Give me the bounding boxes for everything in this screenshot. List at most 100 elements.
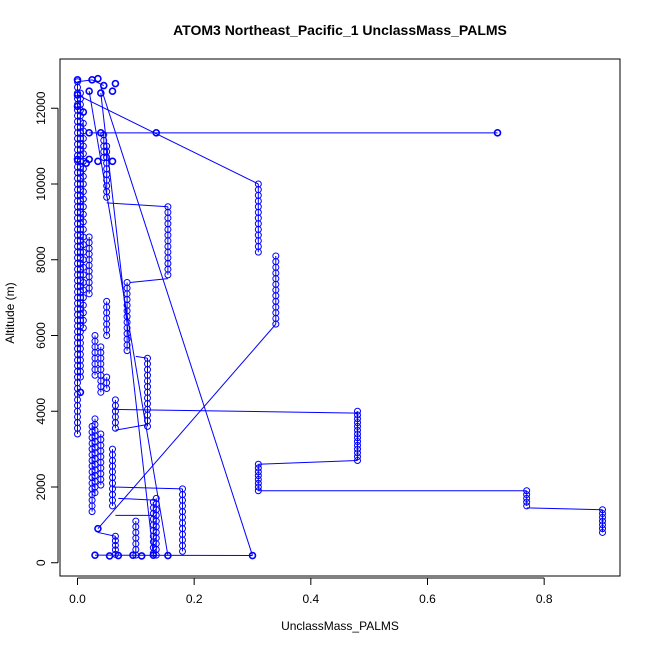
data-point bbox=[111, 532, 119, 540]
data-point bbox=[105, 552, 114, 560]
data-point bbox=[85, 290, 93, 298]
x-tick-label: 0.4 bbox=[302, 592, 319, 606]
data-point bbox=[79, 210, 87, 218]
plot-frame bbox=[59, 58, 621, 577]
data-point bbox=[79, 150, 87, 158]
data-point bbox=[179, 547, 186, 555]
y-tick-label: 12000 bbox=[34, 91, 48, 125]
data-point bbox=[79, 135, 87, 143]
data-point bbox=[79, 294, 87, 302]
data-point bbox=[354, 430, 361, 438]
data-point bbox=[79, 301, 87, 309]
data-point bbox=[88, 508, 96, 516]
data-point bbox=[73, 102, 82, 111]
data-point bbox=[493, 129, 502, 137]
data-point bbox=[354, 441, 361, 449]
series-connector-line bbox=[106, 202, 168, 208]
x-tick-label: 0.2 bbox=[186, 592, 203, 606]
data-point bbox=[272, 320, 280, 328]
data-point bbox=[97, 388, 105, 396]
data-point bbox=[97, 481, 105, 489]
y-axis: 0 2000 4000 6000 8000 10000 12000 bbox=[34, 91, 59, 566]
y-tick-label: 0 bbox=[34, 559, 48, 566]
data-point bbox=[73, 155, 82, 164]
data-point bbox=[79, 324, 87, 332]
data-point bbox=[76, 388, 85, 397]
data-point bbox=[111, 424, 119, 432]
y-tick-label: 8000 bbox=[34, 246, 48, 273]
series-connector-line bbox=[115, 424, 148, 431]
data-point bbox=[111, 546, 119, 554]
data-point bbox=[599, 506, 606, 514]
data-point bbox=[523, 487, 531, 495]
data-point bbox=[108, 87, 117, 95]
data-point bbox=[599, 521, 606, 529]
data-point bbox=[79, 172, 87, 180]
data-point bbox=[254, 487, 262, 495]
data-point bbox=[79, 309, 87, 317]
series-connector-line bbox=[91, 79, 104, 86]
data-point bbox=[94, 74, 102, 83]
data-point bbox=[103, 193, 111, 201]
data-point bbox=[79, 180, 87, 188]
data-point bbox=[111, 541, 119, 549]
series-connector-line bbox=[258, 459, 358, 465]
data-point bbox=[73, 76, 82, 84]
data-point bbox=[85, 129, 93, 137]
data-point bbox=[254, 460, 262, 468]
data-point bbox=[152, 129, 161, 137]
data-point bbox=[354, 456, 361, 464]
data-point bbox=[152, 551, 160, 559]
data-point bbox=[79, 203, 87, 211]
data-point bbox=[354, 415, 361, 423]
data-point bbox=[354, 434, 361, 442]
series-connector-line bbox=[112, 486, 183, 490]
data-point bbox=[79, 119, 87, 127]
data-point bbox=[97, 129, 105, 137]
data-point bbox=[111, 537, 119, 545]
data-point bbox=[254, 472, 262, 480]
y-tick-label: 6000 bbox=[34, 322, 48, 349]
series-connector-line bbox=[129, 278, 168, 283]
data-point bbox=[354, 449, 361, 457]
data-point bbox=[108, 157, 117, 166]
x-tick-label: 0.0 bbox=[69, 592, 86, 606]
data-point bbox=[354, 426, 361, 434]
data-point bbox=[523, 498, 531, 506]
data-point bbox=[354, 407, 361, 415]
data-point bbox=[79, 165, 87, 173]
data-point bbox=[109, 502, 116, 510]
data-point bbox=[79, 142, 87, 150]
data-point bbox=[103, 331, 111, 339]
data-point bbox=[523, 491, 531, 499]
data-point bbox=[254, 468, 262, 476]
data-point bbox=[137, 552, 146, 560]
data-point bbox=[164, 551, 172, 560]
data-point bbox=[254, 248, 262, 256]
data-point bbox=[111, 79, 120, 88]
y-tick-label: 10000 bbox=[34, 167, 48, 201]
data-point bbox=[599, 517, 606, 525]
data-point bbox=[79, 218, 87, 226]
data-point bbox=[254, 475, 262, 483]
data-point bbox=[79, 195, 87, 203]
data-point bbox=[82, 159, 91, 167]
data-point bbox=[74, 430, 81, 438]
series-points bbox=[73, 74, 606, 560]
series-connector-line bbox=[88, 91, 169, 556]
x-tick-label: 0.6 bbox=[419, 592, 436, 606]
data-point bbox=[114, 551, 123, 560]
data-point bbox=[354, 445, 361, 453]
chart-title: ATOM3 Northeast_Pacific_1 UnclassMass_PA… bbox=[173, 22, 507, 38]
data-point bbox=[76, 373, 84, 381]
y-axis-label: Altitude (m) bbox=[3, 282, 17, 343]
data-point bbox=[599, 513, 606, 521]
data-point bbox=[91, 551, 99, 559]
data-point bbox=[129, 551, 137, 559]
series-connector-line bbox=[100, 87, 253, 556]
data-point bbox=[123, 347, 131, 355]
series-connector-line bbox=[112, 408, 358, 414]
data-point bbox=[94, 524, 102, 533]
